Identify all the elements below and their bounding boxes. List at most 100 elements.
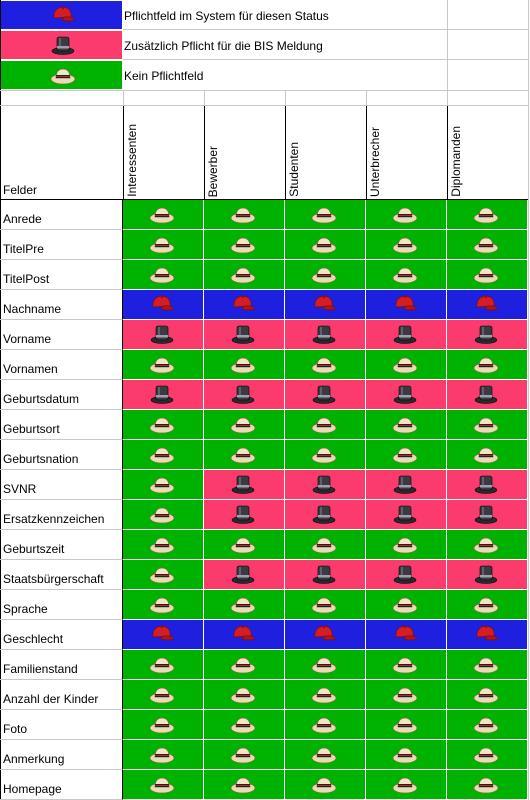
row-label-cell[interactable]: Geburtszeit: [0, 530, 123, 560]
status-cell[interactable]: [366, 320, 447, 349]
status-cell[interactable]: [123, 620, 204, 649]
status-cell[interactable]: [447, 260, 528, 289]
status-cell[interactable]: [447, 410, 528, 439]
status-cell[interactable]: [366, 620, 447, 649]
status-cell[interactable]: [204, 590, 285, 619]
status-cell[interactable]: [123, 470, 204, 499]
status-cell[interactable]: [366, 440, 447, 469]
status-cell[interactable]: [285, 470, 366, 499]
status-cell[interactable]: [123, 440, 204, 469]
status-cell[interactable]: [447, 590, 528, 619]
row-label-cell[interactable]: Anzahl der Kinder: [0, 680, 123, 710]
status-cell[interactable]: [285, 380, 366, 409]
status-cell[interactable]: [366, 530, 447, 559]
status-cell[interactable]: [285, 500, 366, 529]
status-cell[interactable]: [204, 320, 285, 349]
status-cell[interactable]: [285, 440, 366, 469]
status-cell[interactable]: [285, 590, 366, 619]
status-cell[interactable]: [285, 650, 366, 679]
status-cell[interactable]: [123, 230, 204, 259]
status-cell[interactable]: [204, 710, 285, 739]
status-cell[interactable]: [447, 500, 528, 529]
status-cell[interactable]: [123, 290, 204, 319]
status-cell[interactable]: [204, 650, 285, 679]
status-cell[interactable]: [447, 710, 528, 739]
status-cell[interactable]: [285, 230, 366, 259]
status-cell[interactable]: [285, 680, 366, 709]
column-header[interactable]: Interessenten: [123, 106, 204, 199]
column-header[interactable]: Unterbrecher: [366, 106, 447, 199]
row-label-cell[interactable]: Geburtsnation: [0, 440, 123, 470]
status-cell[interactable]: [123, 650, 204, 679]
column-header[interactable]: Studenten: [285, 106, 366, 199]
status-cell[interactable]: [447, 200, 528, 229]
status-cell[interactable]: [366, 680, 447, 709]
status-cell[interactable]: [366, 500, 447, 529]
status-cell[interactable]: [366, 380, 447, 409]
row-label-cell[interactable]: Anmerkung: [0, 740, 123, 770]
status-cell[interactable]: [366, 290, 447, 319]
row-label-cell[interactable]: Homepage: [0, 770, 123, 800]
status-cell[interactable]: [366, 200, 447, 229]
status-cell[interactable]: [285, 410, 366, 439]
status-cell[interactable]: [447, 440, 528, 469]
status-cell[interactable]: [123, 560, 204, 589]
status-cell[interactable]: [123, 500, 204, 529]
row-label-cell[interactable]: Nachname: [0, 290, 123, 320]
status-cell[interactable]: [447, 470, 528, 499]
status-cell[interactable]: [285, 290, 366, 319]
status-cell[interactable]: [366, 410, 447, 439]
status-cell[interactable]: [285, 530, 366, 559]
status-cell[interactable]: [366, 230, 447, 259]
row-label-cell[interactable]: SVNR: [0, 470, 123, 500]
status-cell[interactable]: [285, 770, 366, 799]
status-cell[interactable]: [204, 530, 285, 559]
status-cell[interactable]: [447, 770, 528, 799]
status-cell[interactable]: [123, 410, 204, 439]
status-cell[interactable]: [204, 290, 285, 319]
row-label-cell[interactable]: Ersatzkennzeichen: [0, 500, 123, 530]
row-label-cell[interactable]: Staatsbürgerschaft: [0, 560, 123, 590]
status-cell[interactable]: [285, 560, 366, 589]
row-label-cell[interactable]: Vornamen: [0, 350, 123, 380]
status-cell[interactable]: [123, 380, 204, 409]
status-cell[interactable]: [285, 200, 366, 229]
status-cell[interactable]: [447, 320, 528, 349]
status-cell[interactable]: [204, 380, 285, 409]
status-cell[interactable]: [366, 560, 447, 589]
status-cell[interactable]: [204, 770, 285, 799]
status-cell[interactable]: [123, 530, 204, 559]
row-label-cell[interactable]: Sprache: [0, 590, 123, 620]
row-label-cell[interactable]: TitelPost: [0, 260, 123, 290]
status-cell[interactable]: [285, 740, 366, 769]
row-label-cell[interactable]: Anrede: [0, 200, 123, 230]
status-cell[interactable]: [285, 710, 366, 739]
column-header[interactable]: Bewerber: [204, 106, 285, 199]
status-cell[interactable]: [447, 380, 528, 409]
row-label-cell[interactable]: Geburtsdatum: [0, 380, 123, 410]
row-label-cell[interactable]: TitelPre: [0, 230, 123, 260]
status-cell[interactable]: [285, 260, 366, 289]
status-cell[interactable]: [204, 680, 285, 709]
status-cell[interactable]: [366, 710, 447, 739]
status-cell[interactable]: [447, 350, 528, 379]
row-label-cell[interactable]: Foto: [0, 710, 123, 740]
status-cell[interactable]: [204, 620, 285, 649]
status-cell[interactable]: [366, 470, 447, 499]
status-cell[interactable]: [123, 350, 204, 379]
status-cell[interactable]: [123, 680, 204, 709]
status-cell[interactable]: [204, 500, 285, 529]
status-cell[interactable]: [447, 560, 528, 589]
status-cell[interactable]: [366, 260, 447, 289]
status-cell[interactable]: [285, 320, 366, 349]
status-cell[interactable]: [204, 470, 285, 499]
status-cell[interactable]: [123, 320, 204, 349]
status-cell[interactable]: [447, 680, 528, 709]
status-cell[interactable]: [366, 590, 447, 619]
status-cell[interactable]: [285, 350, 366, 379]
status-cell[interactable]: [204, 410, 285, 439]
status-cell[interactable]: [204, 260, 285, 289]
status-cell[interactable]: [204, 230, 285, 259]
column-header[interactable]: Diplomanden: [447, 106, 528, 199]
status-cell[interactable]: [123, 710, 204, 739]
